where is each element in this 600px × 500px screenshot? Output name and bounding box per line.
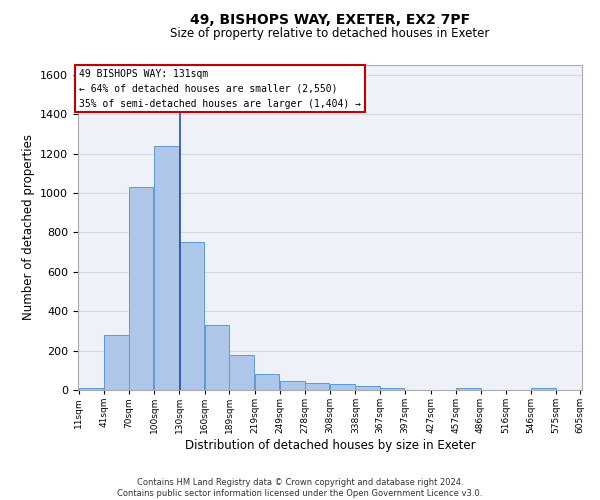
Bar — [305, 382, 329, 390]
Bar — [330, 384, 355, 390]
Bar — [255, 374, 279, 390]
Bar — [355, 386, 380, 390]
Bar — [79, 388, 103, 390]
Text: 49 BISHOPS WAY: 131sqm
← 64% of detached houses are smaller (2,550)
35% of semi-: 49 BISHOPS WAY: 131sqm ← 64% of detached… — [79, 69, 361, 108]
Text: Contains HM Land Registry data © Crown copyright and database right 2024.
Contai: Contains HM Land Registry data © Crown c… — [118, 478, 482, 498]
Bar — [456, 388, 481, 390]
Bar — [380, 388, 404, 390]
Bar — [229, 354, 254, 390]
Bar — [205, 325, 229, 390]
Bar — [531, 388, 556, 390]
Bar — [104, 335, 129, 390]
Bar — [129, 187, 153, 390]
Bar — [280, 381, 305, 390]
Bar — [154, 146, 179, 390]
Text: 49, BISHOPS WAY, EXETER, EX2 7PF: 49, BISHOPS WAY, EXETER, EX2 7PF — [190, 12, 470, 26]
Bar — [179, 242, 204, 390]
X-axis label: Distribution of detached houses by size in Exeter: Distribution of detached houses by size … — [185, 439, 475, 452]
Y-axis label: Number of detached properties: Number of detached properties — [22, 134, 35, 320]
Text: Size of property relative to detached houses in Exeter: Size of property relative to detached ho… — [170, 28, 490, 40]
